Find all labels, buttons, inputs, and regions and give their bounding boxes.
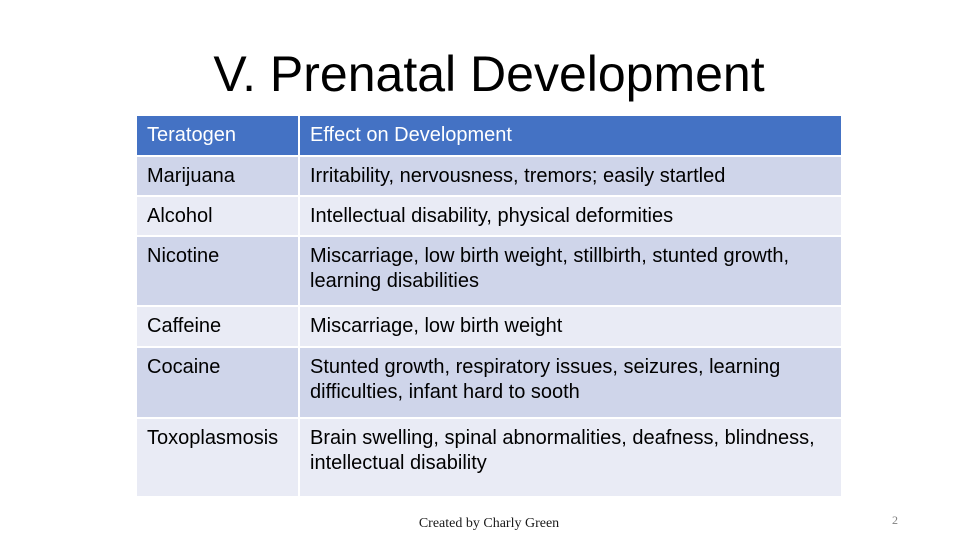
column-header-effect: Effect on Development xyxy=(300,116,841,155)
teratogen-cell: Cocaine xyxy=(137,348,300,417)
table-row-toxoplasmosis: Toxoplasmosis Brain swelling, spinal abn… xyxy=(137,419,841,496)
teratogen-cell: Nicotine xyxy=(137,237,300,305)
table-row-nicotine: Nicotine Miscarriage, low birth weight, … xyxy=(137,237,841,307)
effect-cell: Intellectual disability, physical deform… xyxy=(300,197,841,235)
table-row-caffeine: Caffeine Miscarriage, low birth weight xyxy=(137,307,841,348)
effect-cell: Miscarriage, low birth weight xyxy=(300,307,841,346)
page-number: 2 xyxy=(892,513,898,527)
table-row-cocaine: Cocaine Stunted growth, respiratory issu… xyxy=(137,348,841,419)
effect-cell: Miscarriage, low birth weight, stillbirt… xyxy=(300,237,841,305)
slide-title: V. Prenatal Development xyxy=(213,46,765,102)
column-header-teratogen: Teratogen xyxy=(137,116,300,155)
effect-cell: Stunted growth, respiratory issues, seiz… xyxy=(300,348,841,417)
effect-cell: Irritability, nervousness, tremors; easi… xyxy=(300,157,841,195)
effect-cell: Brain swelling, spinal abnormalities, de… xyxy=(300,419,841,496)
teratogen-table: Teratogen Effect on Development Marijuan… xyxy=(137,116,841,496)
table-row-marijuana: Marijuana Irritability, nervousness, tre… xyxy=(137,157,841,197)
table-row-alcohol: Alcohol Intellectual disability, physica… xyxy=(137,197,841,237)
teratogen-cell: Marijuana xyxy=(137,157,300,195)
footer-credit: Created by Charly Green xyxy=(418,516,560,531)
teratogen-cell: Alcohol xyxy=(137,197,300,235)
teratogen-cell: Toxoplasmosis xyxy=(137,419,300,496)
teratogen-cell: Caffeine xyxy=(137,307,300,346)
table-header-row: Teratogen Effect on Development xyxy=(137,116,841,157)
